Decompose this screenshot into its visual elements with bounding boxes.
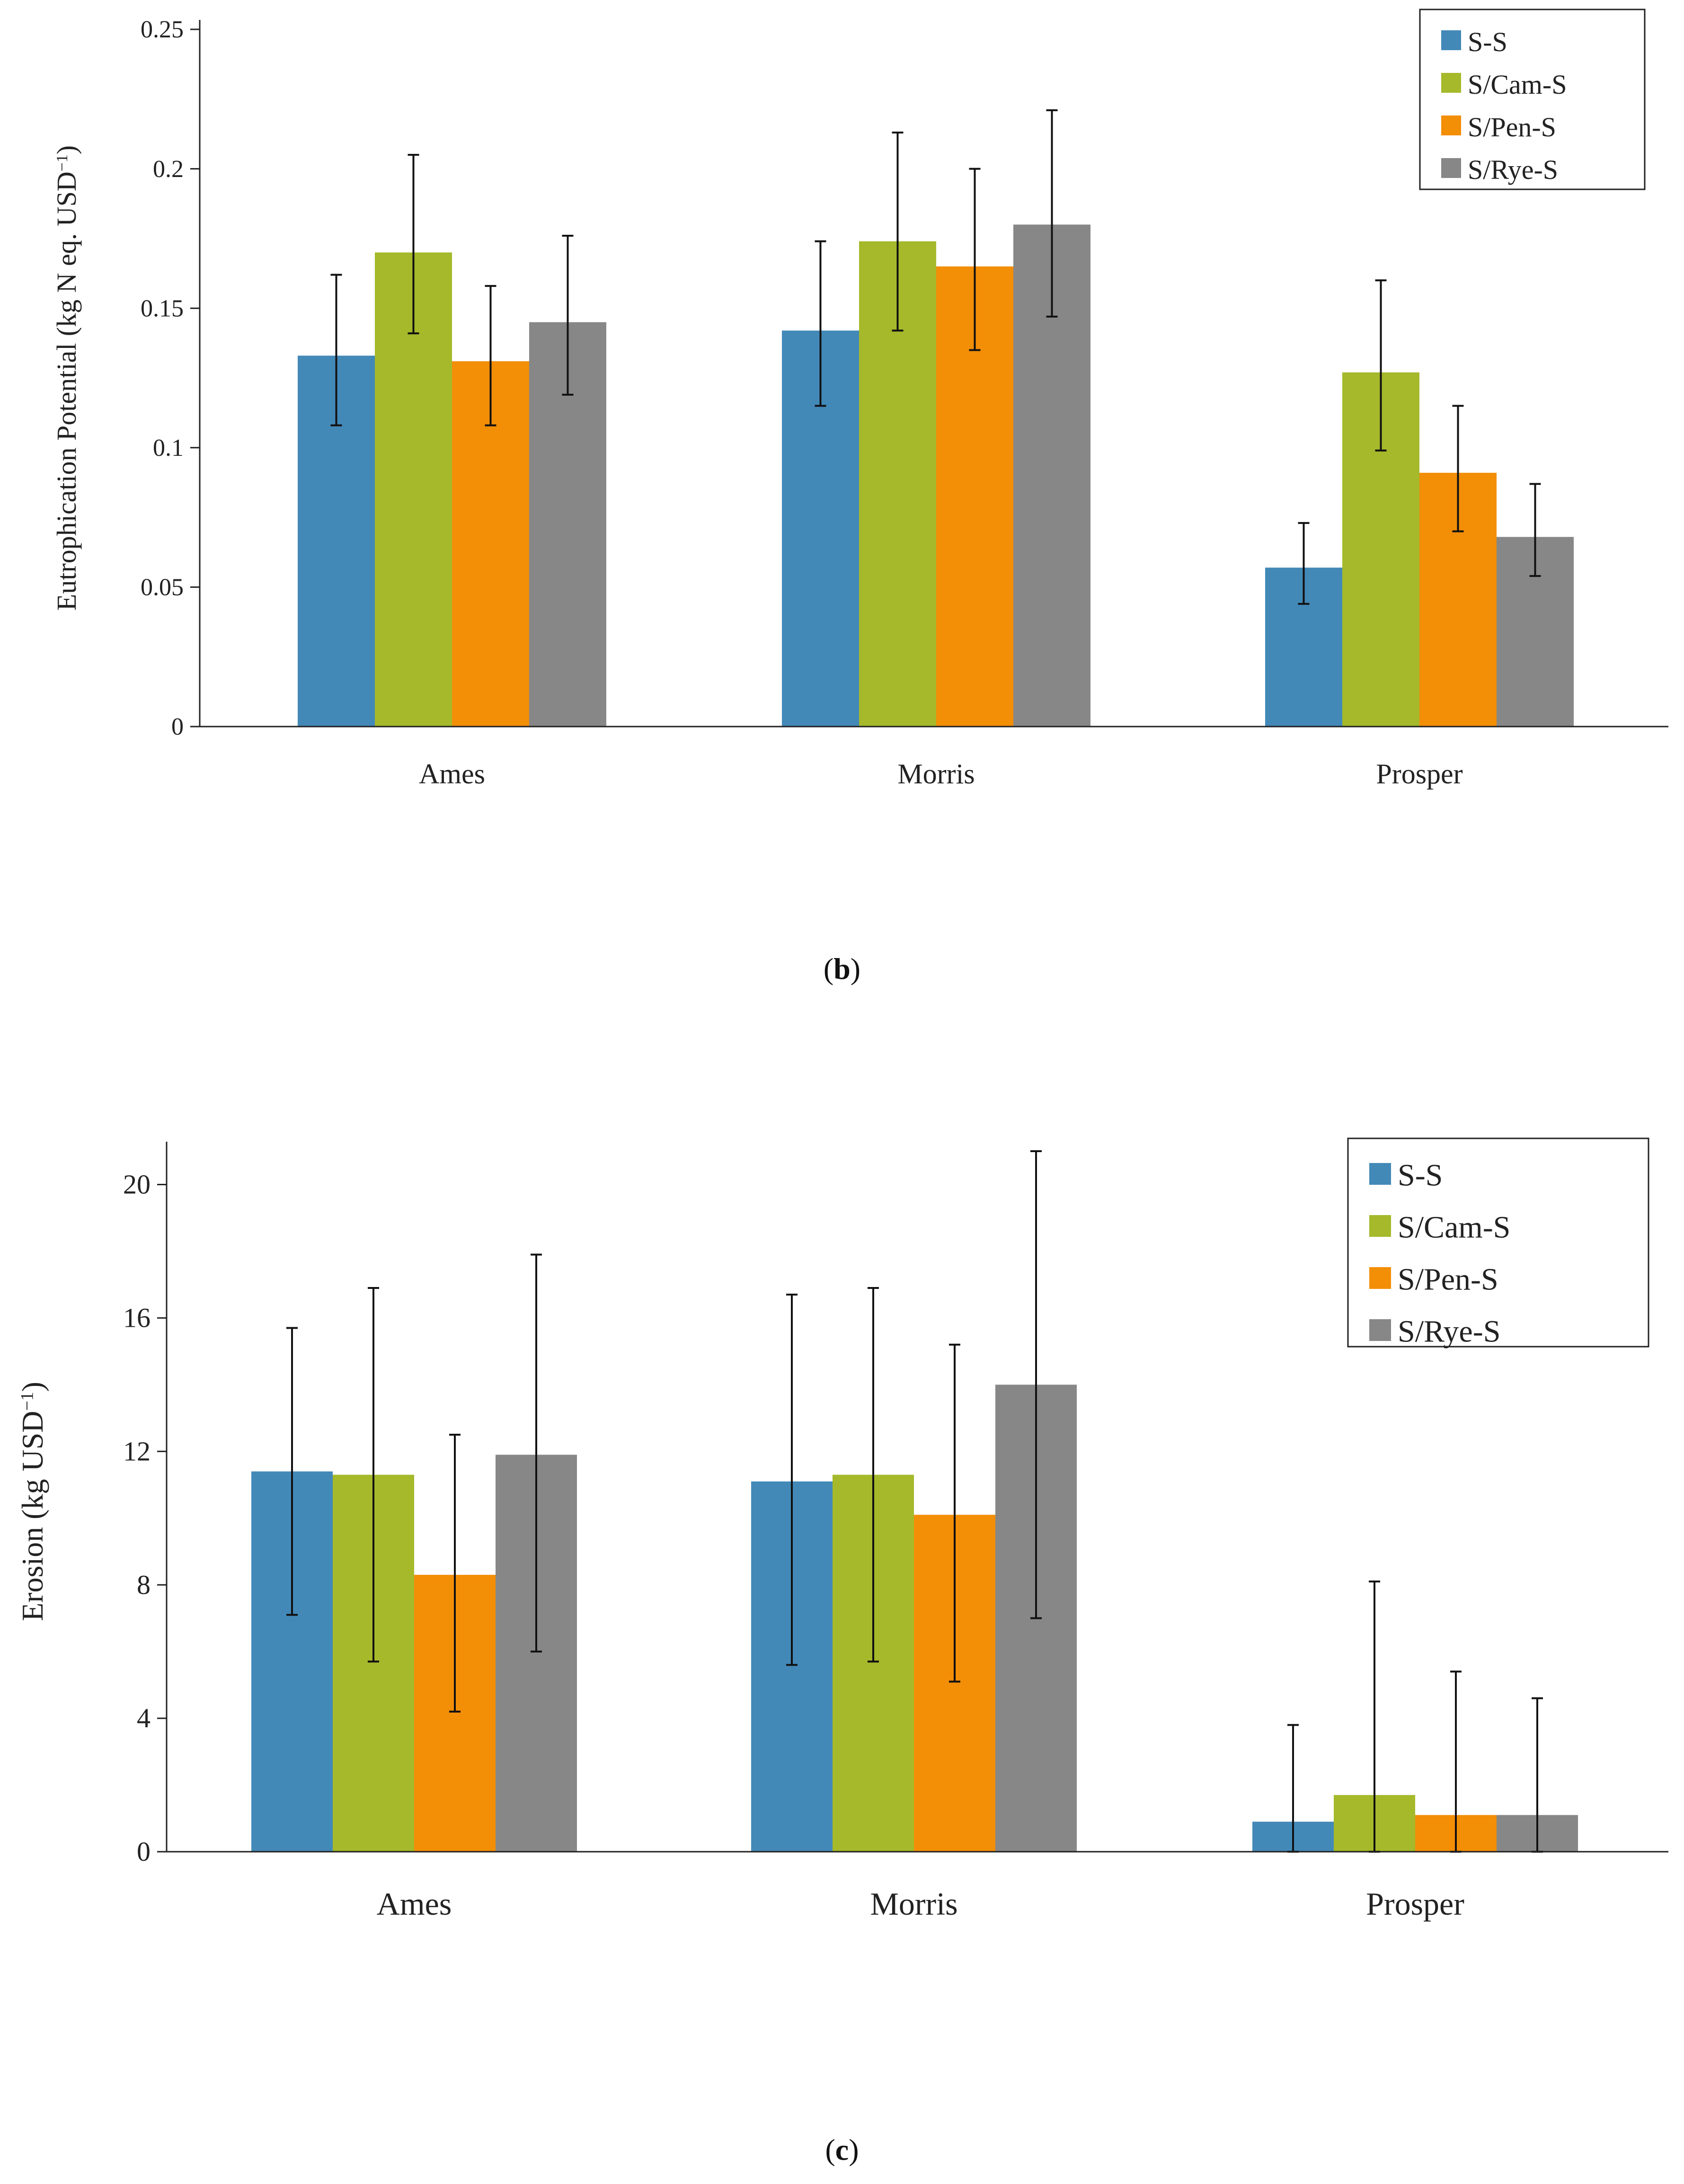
y-tick-label: 0.1: [153, 435, 184, 462]
legend-swatch: [1369, 1319, 1391, 1341]
y-tick-label: 0.15: [141, 295, 184, 322]
legend-swatch: [1369, 1163, 1391, 1185]
y-tick-label: 12: [123, 1436, 151, 1466]
legend-b: S-S S/Cam-S S/Pen-S S/Rye-S: [1419, 9, 1646, 190]
legend-swatch: [1441, 158, 1461, 178]
y-tick-label: 0.05: [141, 574, 184, 601]
y-tick-label: 4: [137, 1703, 151, 1733]
legend-swatch: [1369, 1267, 1391, 1289]
caption-b-letter: b: [833, 952, 851, 985]
legend-swatch: [1441, 73, 1461, 93]
x-category-label: Morris: [870, 1886, 957, 1922]
y-axis-title-text: Eutrophication Potential (kg N eq. USD: [51, 171, 82, 611]
caption-c-open: (: [825, 2133, 835, 2166]
legend-label: S/Rye-S: [1398, 1314, 1500, 1349]
y-tick-label: 0.25: [141, 16, 184, 43]
y-axis-title-end: ): [51, 145, 82, 154]
legend-label: S/Pen-S: [1398, 1262, 1498, 1297]
legend-swatch: [1441, 30, 1461, 50]
y-axis-title-end: ): [16, 1382, 49, 1392]
x-category-label: Prosper: [1376, 758, 1462, 790]
caption-b: (b): [0, 951, 1684, 986]
legend-swatch: [1369, 1215, 1391, 1237]
caption-c: (c): [0, 2132, 1684, 2167]
legend-label: S/Pen-S: [1468, 112, 1556, 142]
legend-swatch: [1441, 115, 1461, 135]
caption-c-close: ): [849, 2133, 859, 2166]
y-tick-label: 0: [171, 713, 184, 740]
y-tick-label: 8: [137, 1569, 151, 1600]
caption-b-open: (: [823, 952, 834, 985]
caption-c-letter: c: [835, 2133, 849, 2166]
y-tick-label: 0: [137, 1836, 151, 1867]
y-axis-title-superscript: −1: [18, 1392, 37, 1411]
y-tick-label: 16: [123, 1303, 151, 1333]
x-category-label: Prosper: [1366, 1886, 1464, 1922]
legend-c: S-S S/Cam-S S/Pen-S S/Rye-S: [1347, 1137, 1649, 1349]
chart-b: 0 0.05 0.1 0.15 0.2 0.25 Ames Morris Prosper Eutr…: [51, 9, 1668, 790]
legend-label: S/Rye-S: [1468, 154, 1558, 185]
legend-frame: [1347, 1137, 1649, 1348]
chart-c: 0 4 8 12 16 20 Ames Morris Prosper Erosion (kg US…: [16, 1137, 1668, 1922]
x-category-label: Ames: [419, 758, 485, 790]
y-axis-title-text: Erosion (kg USD: [16, 1411, 49, 1621]
legend-label: S/Cam-S: [1398, 1210, 1510, 1245]
y-tick-label: 20: [123, 1169, 151, 1200]
legend-label: S-S: [1398, 1158, 1443, 1193]
x-category-label: Ames: [377, 1886, 452, 1922]
x-category-label: Morris: [897, 758, 975, 790]
y-axis-title-c: Erosion (kg USD−1): [16, 1382, 49, 1621]
y-axis-title-superscript: −1: [53, 154, 71, 171]
y-tick-label: 0.2: [153, 156, 184, 183]
caption-b-close: ): [850, 952, 861, 985]
legend-label: S/Cam-S: [1468, 69, 1567, 100]
legend-label: S-S: [1468, 27, 1507, 57]
y-axis-title-b: Eutrophication Potential (kg N eq. USD−1…: [51, 145, 82, 611]
